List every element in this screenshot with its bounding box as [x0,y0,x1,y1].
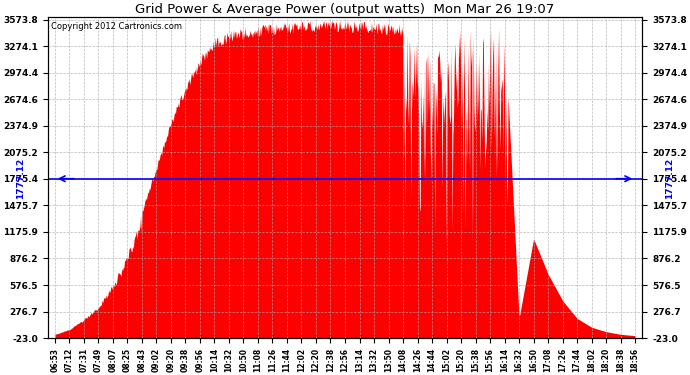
Title: Grid Power & Average Power (output watts)  Mon Mar 26 19:07: Grid Power & Average Power (output watts… [135,3,555,16]
Text: 1777.12: 1777.12 [17,158,26,200]
Text: 1777.12: 1777.12 [664,158,673,200]
Text: Copyright 2012 Cartronics.com: Copyright 2012 Cartronics.com [50,22,181,31]
